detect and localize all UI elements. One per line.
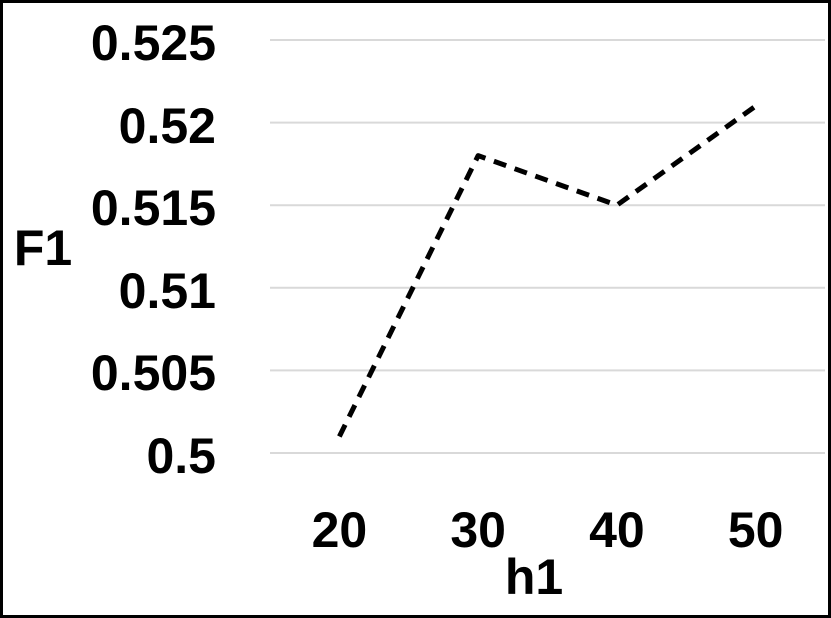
y-tick-label: 0.505 (90, 345, 216, 402)
y-tick-label: 0.51 (118, 262, 216, 319)
x-tick-label: 50 (727, 502, 784, 558)
x-tick-label: 30 (450, 502, 506, 558)
series-line-F1 (337, 104, 758, 438)
x-axis-title: h1 (504, 549, 564, 605)
x-tick-label: 20 (311, 502, 368, 558)
y-tick-label: 0.525 (90, 15, 216, 71)
x-tick-label: 40 (589, 502, 645, 558)
plot-area (270, 39, 825, 454)
y-tick-label: 0.5 (146, 428, 216, 484)
y-tick-label: 0.52 (118, 97, 216, 154)
y-axis-title: F1 (13, 220, 73, 276)
y-tick-label: 0.515 (90, 180, 216, 237)
